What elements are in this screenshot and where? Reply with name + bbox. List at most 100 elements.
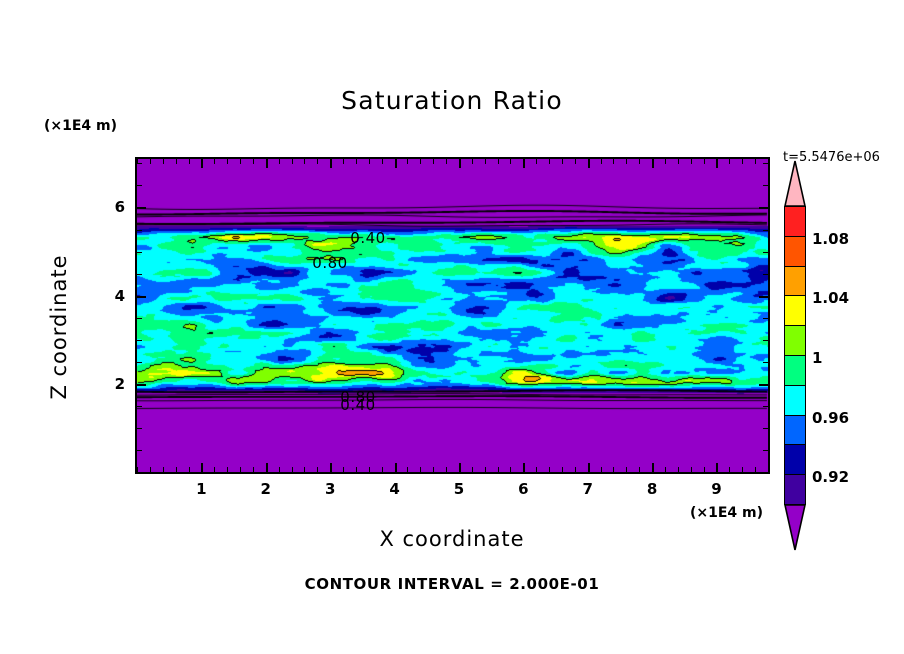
colorbar-band xyxy=(784,474,806,506)
x-axis-tick xyxy=(768,159,769,164)
colorbar-bottom-cap xyxy=(784,504,806,551)
x-axis-tick xyxy=(201,463,204,472)
x-axis-tick xyxy=(201,159,204,168)
x-axis-tick xyxy=(214,159,216,164)
x-axis-tick xyxy=(162,159,164,164)
colorbar-tick-label: 1 xyxy=(812,349,823,367)
x-axis-tick xyxy=(458,463,461,472)
y-axis-unit-label: (×1E4 m) xyxy=(44,118,118,134)
colorbar-tick-label: 1.04 xyxy=(812,289,850,308)
x-axis-tick xyxy=(368,159,370,164)
x-axis-tick xyxy=(664,159,666,164)
x-axis-tick xyxy=(626,467,628,472)
y-axis-tick xyxy=(137,339,142,341)
x-axis-tick xyxy=(536,159,538,164)
x-axis-tick xyxy=(265,463,268,472)
y-axis-tick xyxy=(137,229,142,231)
x-axis-tick xyxy=(446,159,448,164)
x-axis-tick-label: 2 xyxy=(260,480,271,498)
x-axis-tick xyxy=(742,467,744,472)
y-axis-tick xyxy=(763,339,768,341)
y-axis-tick xyxy=(759,383,768,386)
x-axis-tick xyxy=(433,159,435,164)
x-axis-tick xyxy=(304,467,306,472)
x-axis-tick xyxy=(381,159,383,164)
x-axis-tick xyxy=(639,159,641,164)
contour-value-label: 0.80 xyxy=(312,254,348,272)
x-axis-tick xyxy=(420,467,422,472)
y-axis-tick xyxy=(137,449,142,451)
x-axis-tick xyxy=(639,467,641,472)
x-axis-tick xyxy=(175,159,177,164)
x-axis-title: X coordinate xyxy=(379,527,525,551)
colorbar-band xyxy=(784,235,806,268)
y-axis-tick xyxy=(137,207,146,210)
x-axis-tick xyxy=(304,159,306,164)
x-axis-tick-label: 7 xyxy=(582,480,593,498)
y-axis-tick xyxy=(763,472,768,473)
saturation-field-canvas xyxy=(137,159,768,472)
y-axis-tick-label: 2 xyxy=(114,374,125,393)
y-axis-tick xyxy=(137,295,146,298)
time-annotation: t=5.5476e+06 xyxy=(783,150,880,165)
x-axis-tick xyxy=(497,467,499,472)
x-axis-tick-label: 5 xyxy=(453,480,465,498)
x-axis-tick xyxy=(381,467,383,472)
colorbar-band xyxy=(784,355,806,387)
x-axis-tick xyxy=(458,159,461,168)
y-axis-tick xyxy=(137,472,142,473)
x-axis-tick xyxy=(742,159,744,164)
x-axis-tick xyxy=(587,159,590,168)
x-axis-tick xyxy=(561,467,563,472)
x-axis-tick xyxy=(317,159,319,164)
x-axis-tick xyxy=(729,467,731,472)
x-axis-tick xyxy=(162,467,164,472)
x-axis-tick xyxy=(317,467,319,472)
colorbar-tick-label: 1.08 xyxy=(812,229,850,248)
x-axis-tick xyxy=(137,467,138,472)
colorbar-tick-label: 0.92 xyxy=(812,468,850,487)
x-axis-tick-label: 4 xyxy=(389,480,400,498)
x-axis-tick xyxy=(677,467,679,472)
x-axis-tick xyxy=(149,467,151,472)
x-axis-tick-label: 1 xyxy=(196,480,207,498)
x-axis-tick xyxy=(600,467,602,472)
y-axis-tick xyxy=(763,251,768,253)
colorbar-band xyxy=(784,325,806,357)
x-axis-tick xyxy=(613,159,615,164)
x-axis-tick xyxy=(227,159,229,164)
y-axis-tick xyxy=(763,163,768,165)
x-axis-tick xyxy=(716,463,719,472)
x-axis-tick xyxy=(149,159,151,164)
x-axis-tick xyxy=(716,159,719,168)
x-axis-tick xyxy=(433,467,435,472)
x-axis-tick xyxy=(587,463,590,472)
contour-value-label: 0.40 xyxy=(350,229,386,247)
y-axis-tick xyxy=(763,273,768,275)
x-axis-tick xyxy=(484,467,486,472)
y-axis-tick xyxy=(763,449,768,451)
x-axis-tick xyxy=(394,463,397,472)
y-axis-tick xyxy=(137,163,142,165)
y-axis-tick xyxy=(137,361,142,363)
x-axis-tick xyxy=(291,467,293,472)
x-axis-tick xyxy=(368,467,370,472)
colorbar-band xyxy=(784,295,806,327)
y-axis-tick xyxy=(137,251,142,253)
x-axis-tick xyxy=(652,159,655,168)
colorbar-band xyxy=(784,444,806,476)
x-axis-tick xyxy=(677,159,679,164)
x-axis-tick-label: 3 xyxy=(324,480,336,498)
x-axis-tick xyxy=(278,159,280,164)
contour-value-label: 0.80 xyxy=(340,388,376,406)
x-axis-tick xyxy=(471,159,473,164)
x-axis-tick xyxy=(343,467,345,472)
x-axis-tick xyxy=(278,467,280,472)
y-axis-tick xyxy=(759,295,768,298)
colorbar-top-cap xyxy=(784,160,806,207)
x-axis-tick xyxy=(394,159,397,168)
x-axis-tick xyxy=(574,467,576,472)
x-axis-tick xyxy=(137,159,138,164)
contour-interval-caption: CONTOUR INTERVAL = 2.000E-01 xyxy=(304,575,600,593)
x-axis-tick xyxy=(355,467,357,472)
